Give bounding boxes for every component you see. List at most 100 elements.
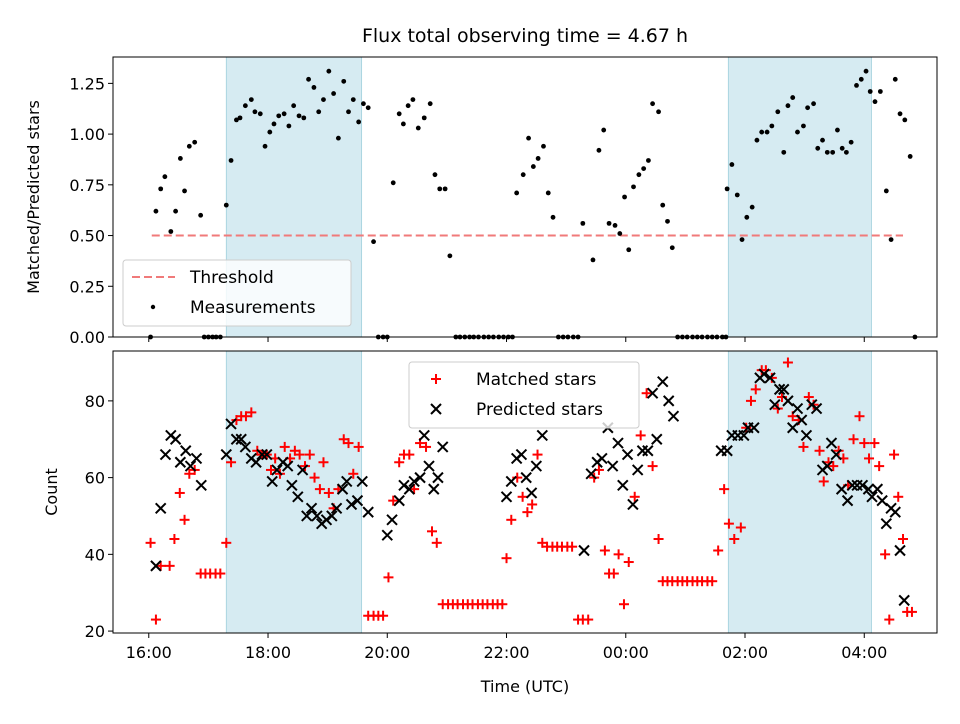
predicted-star-point: [738, 429, 750, 442]
matched-star-point: [864, 453, 875, 464]
measurement-point: [883, 188, 889, 194]
predicted-star-point: [386, 514, 398, 526]
measurement-point: [257, 111, 263, 117]
predicted-star-point: [271, 464, 283, 476]
measurement-point: [754, 137, 760, 143]
measurement-point: [660, 202, 666, 208]
ratio-y-tick-label: 0.25: [69, 277, 105, 296]
x-tick-label: 16:00: [126, 643, 172, 662]
predicted-star-point: [239, 441, 252, 453]
matched-star-point: [179, 514, 190, 525]
measurement-point: [858, 76, 864, 82]
matched-star-point: [869, 438, 880, 449]
predicted-star-point: [225, 418, 237, 430]
predicted-star-point: [437, 441, 449, 453]
predicted-star-point: [856, 479, 869, 491]
matched-star-point: [409, 484, 420, 495]
predicted-star-point: [235, 433, 247, 445]
measurement-point: [276, 113, 282, 119]
measurement-point: [153, 208, 159, 214]
ratio-y-tick-label: 1.00: [69, 125, 105, 144]
measurement-point: [744, 214, 750, 220]
predicted-star-point: [530, 460, 543, 472]
matched-star-point: [608, 568, 619, 579]
measurement-point: [854, 83, 859, 88]
measurement-point: [321, 97, 326, 103]
predicted-star-point: [505, 475, 517, 488]
x-tick-label: 18:00: [245, 643, 291, 662]
predicted-star-point: [525, 487, 538, 499]
predicted-star-point: [500, 491, 513, 503]
measurement-point: [739, 237, 745, 243]
measurement-point: [795, 129, 800, 135]
matched-star-point: [848, 434, 859, 445]
predicted-star-point: [428, 483, 440, 495]
matched-star-point: [798, 441, 809, 452]
predicted-star-point: [621, 448, 634, 461]
measurement-point: [262, 143, 268, 149]
matched-star-point: [623, 557, 634, 568]
measurement-point: [830, 149, 836, 155]
measurement-point: [790, 95, 796, 100]
predicted-star-point: [154, 502, 167, 515]
matched-star-point: [814, 445, 825, 456]
predicted-star-point: [174, 456, 187, 468]
measurement-point: [888, 237, 894, 243]
measurement-point: [396, 111, 402, 117]
measurement-point: [872, 99, 878, 105]
matched-star-point: [880, 549, 891, 560]
observing-window-span: [727, 350, 872, 634]
predicted-star-point: [190, 452, 203, 465]
measurement-point: [749, 204, 755, 210]
predicted-star-point: [184, 460, 197, 472]
matched-star-point: [707, 576, 718, 587]
predicted-star-point: [345, 498, 358, 511]
measurement-point: [237, 115, 243, 121]
predicted-star-point: [301, 510, 313, 522]
x-tick-label: 00:00: [603, 643, 649, 662]
observing-window-span: [727, 56, 872, 338]
matched-star-point: [343, 438, 354, 449]
matched-star-point: [318, 457, 329, 468]
predicted-star-point: [800, 429, 813, 442]
measurement-point: [612, 223, 618, 228]
predicted-star-point: [292, 491, 304, 503]
measurement-point: [641, 166, 647, 171]
matched-star-point: [527, 499, 538, 510]
matched-star-point: [522, 507, 533, 518]
ratio-y-axis-label: Matched/Predicted stars: [24, 100, 43, 294]
measurement-point: [311, 85, 317, 90]
measurement-point: [361, 101, 366, 107]
predicted-star-point: [150, 560, 162, 572]
predicted-star-point: [606, 460, 619, 472]
matched-star-point: [782, 357, 793, 368]
matched-star-point: [279, 441, 290, 452]
measurement-point: [158, 186, 164, 192]
predicted-star-point: [596, 452, 608, 465]
measurement-point: [907, 154, 913, 159]
measurement-point: [801, 123, 806, 129]
matched-star-point: [246, 407, 257, 418]
count-y-tick-label: 60: [85, 469, 105, 488]
ratio-y-tick-label: 1.25: [69, 74, 105, 93]
measurement-point: [306, 76, 311, 82]
matched-star-point: [404, 449, 415, 460]
measurement-point: [228, 158, 234, 163]
measurement-point: [234, 117, 239, 123]
predicted-star-point: [256, 448, 268, 461]
predicted-star-point: [351, 494, 364, 507]
measurement-point: [541, 143, 546, 149]
predicted-star-point: [866, 491, 878, 503]
predicted-star-point: [773, 383, 786, 396]
matched-star-point: [145, 537, 156, 548]
matched-star-point: [906, 606, 917, 617]
matched-star-point: [750, 384, 761, 395]
predicted-star-point: [627, 498, 639, 511]
ratio-panel: 0.00 0.25 0.50 0.75 1.00 1.25 Flux total obse…: [24, 25, 938, 347]
matched-star-point: [266, 464, 277, 475]
measurement-point: [775, 109, 781, 115]
measurement-point: [415, 125, 421, 131]
matched-star-point: [567, 541, 578, 552]
predicted-star-point: [520, 471, 532, 484]
measurement-point: [734, 192, 740, 198]
